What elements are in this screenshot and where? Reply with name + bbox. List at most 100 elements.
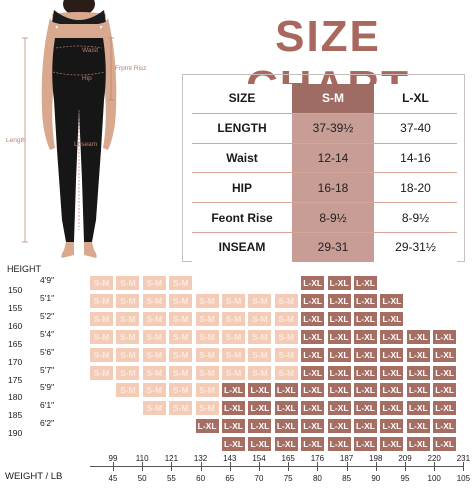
weight-lb-label: 198 <box>369 454 383 463</box>
size-cell-lxl: L-XL <box>432 364 458 381</box>
size-cell-lxl: L-XL <box>221 400 246 417</box>
height-ft-label: 5'2" <box>40 310 55 321</box>
row-label: Waist <box>192 143 292 174</box>
size-cell-sm: S-M <box>247 364 273 381</box>
size-cell-lxl: L-XL <box>194 418 220 435</box>
weight-kg-label: 75 <box>283 474 293 483</box>
height-cm-label: 155 <box>8 302 23 313</box>
size-cell-sm: S-M <box>221 310 246 327</box>
weight-kg-label: 45 <box>108 474 118 483</box>
header-sm: S-M <box>292 84 374 114</box>
weight-lb-label: 99 <box>108 454 118 463</box>
size-cell-sm: S-M <box>194 346 220 363</box>
height-ft-label: 5'9" <box>40 382 55 393</box>
size-cell-lxl: L-XL <box>432 346 458 363</box>
height-ft-label: 5'6" <box>40 346 55 357</box>
size-cell-lxl: L-XL <box>353 364 378 381</box>
size-cell-sm: S-M <box>221 292 246 309</box>
model-figure: Waist Frpmt Risz Hip Length Lnseam <box>6 0 146 258</box>
size-cell-sm: S-M <box>194 382 220 399</box>
weight-kg-label: 50 <box>137 474 147 483</box>
height-cm-label: 160 <box>8 320 23 331</box>
size-cell-sm: S-M <box>141 275 167 291</box>
size-cell-sm: S-M <box>115 382 141 399</box>
size-cell-sm: S-M <box>141 382 167 399</box>
size-cell-lxl: L-XL <box>221 418 246 435</box>
weight-kg-label: 55 <box>166 474 176 483</box>
size-cell-sm: S-M <box>115 310 141 327</box>
size-cell-lxl: L-XL <box>405 364 431 381</box>
lxl-value: 14-16 <box>374 143 457 174</box>
inseam-label: Lnseam <box>74 141 97 148</box>
size-cell-lxl: L-XL <box>247 418 273 435</box>
size-cell-lxl: L-XL <box>300 346 326 363</box>
size-cell-sm: S-M <box>168 400 194 417</box>
size-cell-sm: S-M <box>194 400 220 417</box>
size-cell-lxl: L-XL <box>353 346 378 363</box>
size-cell-sm: S-M <box>115 292 141 309</box>
weight-axis-label: WEIGHT / LB <box>5 471 63 482</box>
weight-kg-label: 100 <box>427 474 441 483</box>
size-cell-lxl: L-XL <box>247 400 273 417</box>
lxl-value: 8-9½ <box>374 202 457 233</box>
size-cell-sm: S-M <box>89 310 114 327</box>
size-cell-lxl: L-XL <box>273 400 299 417</box>
row-label: Feont Rise <box>192 202 292 233</box>
table-header-row: SIZE S-M L-XL <box>192 84 457 114</box>
size-cell-lxl: L-XL <box>353 382 378 399</box>
table-row: INSEAM 29-31 29-31½ <box>192 232 457 262</box>
size-cell-lxl: L-XL <box>326 418 352 435</box>
size-cell-lxl: L-XL <box>379 382 405 399</box>
size-cell-lxl: L-XL <box>273 436 299 453</box>
weight-kg-label: 80 <box>312 474 322 483</box>
size-cell-sm: S-M <box>141 400 167 417</box>
size-cell-sm: S-M <box>115 328 141 345</box>
header-size: SIZE <box>192 84 292 114</box>
size-cell-lxl: L-XL <box>300 436 326 453</box>
height-cm-label: 170 <box>8 356 23 367</box>
lxl-value: 37-40 <box>374 113 457 144</box>
height-ft-label: 6'2" <box>40 418 55 429</box>
table-row: HIP 16-18 18-20 <box>192 172 457 204</box>
size-cell-sm: S-M <box>141 364 167 381</box>
weight-kg-label: 95 <box>400 474 410 483</box>
axis-tick <box>142 462 144 471</box>
lxl-value: 18-20 <box>374 172 457 204</box>
axis-tick <box>288 462 290 471</box>
size-cell-lxl: L-XL <box>326 328 352 345</box>
size-cell-lxl: L-XL <box>353 328 378 345</box>
size-cell-lxl: L-XL <box>353 436 378 453</box>
size-cell-lxl: L-XL <box>379 310 405 327</box>
size-cell-lxl: L-XL <box>353 275 378 291</box>
size-cell-lxl: L-XL <box>353 400 378 417</box>
size-cell-lxl: L-XL <box>326 310 352 327</box>
weight-kg-label: 105 <box>456 474 471 483</box>
weight-kg-label: 90 <box>371 474 381 483</box>
size-cell-sm: S-M <box>273 346 299 363</box>
size-cell-lxl: L-XL <box>379 292 405 309</box>
size-cell-lxl: L-XL <box>432 382 458 399</box>
size-cell-sm: S-M <box>273 292 299 309</box>
size-cell-sm: S-M <box>194 364 220 381</box>
weight-kg-label: 70 <box>254 474 264 483</box>
size-cell-lxl: L-XL <box>353 418 378 435</box>
size-cell-lxl: L-XL <box>300 275 326 291</box>
size-cell-lxl: L-XL <box>405 382 431 399</box>
height-ft-label: 6'1" <box>40 400 55 411</box>
waist-label: Waist <box>82 47 98 54</box>
size-cell-lxl: L-XL <box>379 418 405 435</box>
size-cell-lxl: L-XL <box>432 418 458 435</box>
length-label: Length <box>6 137 26 144</box>
size-cell-lxl: L-XL <box>300 364 326 381</box>
height-ft-label: 4'9" <box>40 275 55 285</box>
height-ft-label: 5'7" <box>40 364 55 375</box>
axis-tick <box>375 462 377 471</box>
row-label: LENGTH <box>192 113 292 144</box>
header-lxl: L-XL <box>374 84 457 114</box>
height-axis-label: HEIGHT <box>7 264 42 274</box>
axis-tick <box>259 462 260 471</box>
size-cell-sm: S-M <box>141 310 167 327</box>
size-cell-sm: S-M <box>168 328 194 345</box>
height-cm-label: 165 <box>8 338 23 349</box>
hip-label: Hip <box>82 75 92 82</box>
